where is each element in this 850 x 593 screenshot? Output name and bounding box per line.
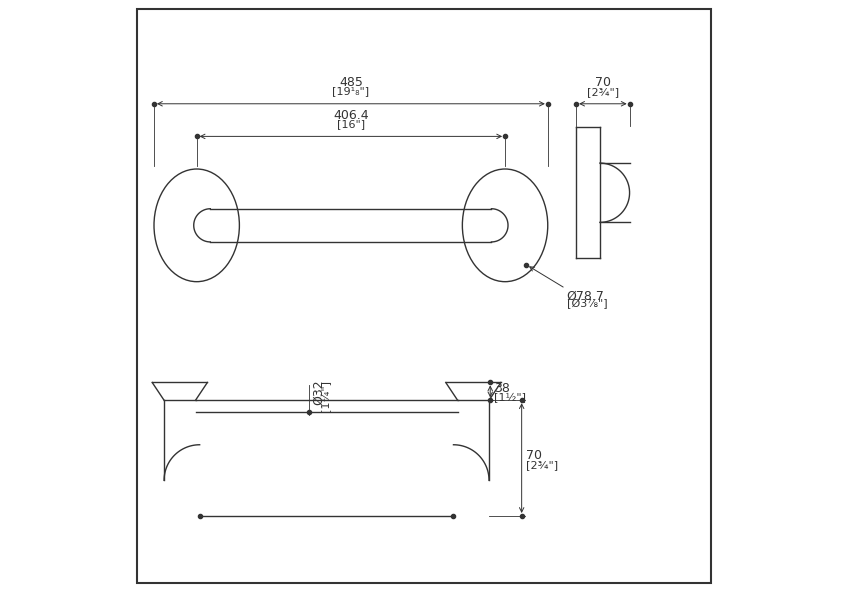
Text: Ø78.7: Ø78.7 <box>567 290 604 302</box>
Text: [2¾"]: [2¾"] <box>586 87 619 97</box>
Text: 38: 38 <box>495 382 510 395</box>
Text: [1¼"]: [1¼"] <box>320 380 331 412</box>
Text: 406.4: 406.4 <box>333 109 369 122</box>
Text: 70: 70 <box>526 449 541 461</box>
Text: [Ø3⅞"]: [Ø3⅞"] <box>567 299 608 310</box>
Text: [1½"]: [1½"] <box>495 394 526 403</box>
Text: 485: 485 <box>339 76 363 89</box>
Text: Ø32: Ø32 <box>312 380 325 405</box>
Text: [19¹₈"]: [19¹₈"] <box>332 86 370 96</box>
Text: 70: 70 <box>595 76 611 89</box>
Text: [16"]: [16"] <box>337 119 365 129</box>
Text: [2¾"]: [2¾"] <box>526 460 558 470</box>
